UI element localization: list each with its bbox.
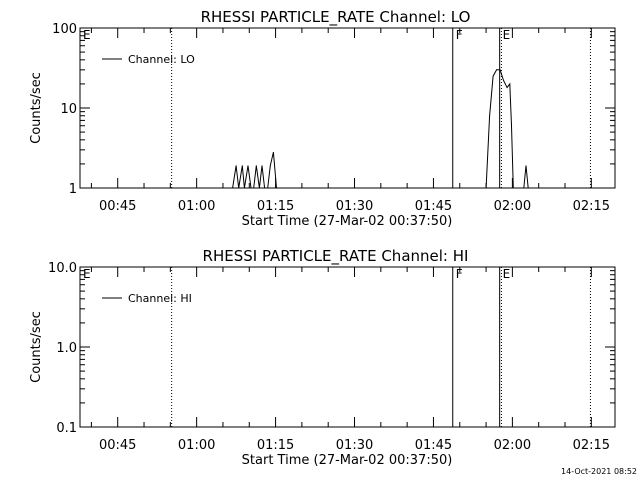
data-point-0-0-31 [523,187,525,189]
data-point-0-0-27 [511,125,512,127]
legend-label-1-0: Channel: HI [128,292,192,305]
y-tick-label-1-0: 0.1 [56,421,77,436]
data-point-0-0-7 [253,187,255,189]
data-point-0-0-21 [492,75,494,77]
data-point-0-0-2 [238,187,240,189]
marker-label-0-0: E [83,28,91,42]
marker-label-1-0: E [83,267,91,281]
data-point-0-0-18 [284,187,286,189]
x-tick-label-1-0: 00:45 [99,438,136,453]
data-point-0-0-25 [506,87,508,88]
data-point-0-0-1 [235,165,237,167]
data-point-0-0-8 [255,165,257,167]
data-point-0-0-24 [503,80,505,82]
data-point-0-0-20 [489,115,490,117]
x-tick-label-0-1: 01:00 [178,199,215,214]
data-point-0-0-6 [250,187,252,189]
y-tick-label-0-2: 100 [52,22,77,37]
data-point-0-0-11 [264,187,266,189]
data-point-0-0-0 [232,187,234,189]
plot-frame-1 [79,266,616,428]
y-axis-label-0: Counts/sec [29,72,44,144]
x-tick-label-1-3: 01:30 [336,438,373,453]
chart-title-1: RHESSI PARTICLE_RATE Channel: HI [203,247,469,266]
data-point-0-0-12 [267,187,269,189]
data-point-0-0-26 [509,83,511,85]
x-tick-label-0-2: 01:15 [257,199,294,214]
series-line-0-0 [232,69,531,189]
y-axis-label-1: Counts/sec [29,311,44,383]
data-point-0-0-9 [258,187,260,189]
data-point-0-0-22 [496,69,497,71]
data-point-0-0-33 [527,187,529,189]
data-point-0-0-19 [485,187,487,189]
data-point-0-0-13 [269,165,271,167]
legend-label-0-0: Channel: LO [128,53,195,66]
data-point-0-0-30 [519,187,520,189]
data-point-0-0-16 [278,187,280,189]
marker-label-0-3: E [503,28,511,42]
x-tick-label-0-0: 00:45 [99,199,136,214]
data-point-0-0-4 [244,187,245,189]
data-point-0-0-23 [499,69,501,71]
marker-label-1-2: F [456,267,463,281]
x-tick-label-1-1: 01:00 [178,438,215,453]
data-point-0-0-5 [247,165,249,167]
marker-label-0-2: F [456,28,463,42]
data-point-0-0-14 [272,151,274,153]
y-tick-label-1-1: 1.0 [56,341,77,356]
data-point-0-0-10 [261,165,263,167]
marker-label-1-3: E [503,267,511,281]
data-point-0-0-28 [512,187,514,189]
x-tick-label-0-5: 02:00 [494,199,531,214]
x-tick-label-0-3: 01:30 [336,199,373,214]
x-axis-label-0: Start Time (27-Mar-02 00:37:50) [242,214,453,229]
y-tick-label-0-0: 1 [69,182,77,197]
plot-frame-0 [79,27,616,189]
y-tick-label-0-1: 10 [60,102,77,117]
footer-timestamp: 14-Oct-2021 08:52 [561,467,637,476]
x-tick-label-1-5: 02:00 [494,438,531,453]
x-tick-label-0-4: 01:45 [415,199,452,214]
x-tick-label-1-2: 01:15 [257,438,294,453]
data-point-0-0-29 [515,187,517,189]
data-point-0-0-3 [241,165,243,167]
data-point-0-0-32 [525,165,527,167]
data-point-0-0-15 [276,187,277,189]
data-point-0-0-17 [281,187,283,189]
x-axis-label-1: Start Time (27-Mar-02 00:37:50) [242,453,453,468]
x-tick-label-1-6: 02:15 [573,438,610,453]
y-tick-label-1-2: 10.0 [48,261,77,276]
data-point-0-0-34 [530,187,532,189]
x-tick-label-0-6: 02:15 [573,199,610,214]
chart-title-0: RHESSI PARTICLE_RATE Channel: LO [201,8,471,27]
x-tick-label-1-4: 01:45 [415,438,452,453]
